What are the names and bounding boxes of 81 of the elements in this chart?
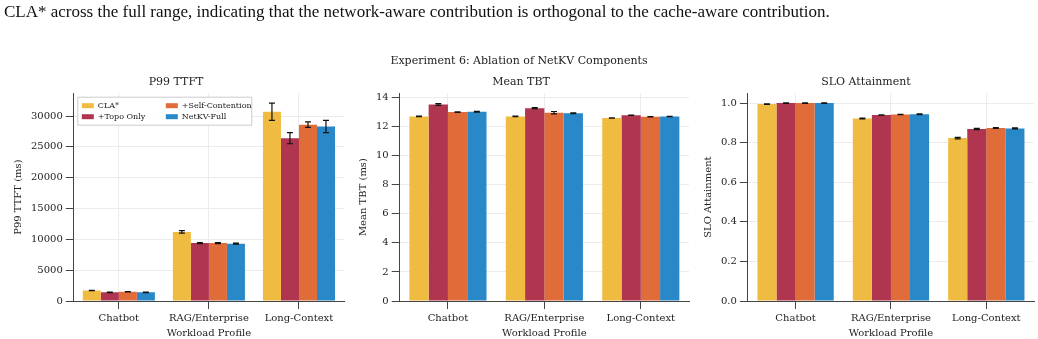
y-axis-title: SLO Attainment [701, 156, 713, 238]
bar [563, 113, 583, 301]
bar [795, 103, 815, 301]
bar [280, 138, 299, 301]
legend-label: +Self-Contention [181, 100, 252, 110]
y-tick-label: 0 [382, 294, 389, 306]
bar [525, 108, 545, 301]
legend-label: NetKV-Full [181, 111, 227, 121]
y-axis-title: Mean TBT (ms) [356, 157, 368, 237]
legend-label: CLA* [97, 100, 120, 110]
bar [602, 117, 622, 301]
bar [208, 243, 227, 301]
y-tick-label: 20000 [31, 171, 63, 183]
bar [428, 104, 448, 301]
chart-title: Mean TBT [492, 75, 551, 89]
bar [316, 126, 335, 301]
x-tick-label: Chatbot [427, 311, 469, 323]
y-tick-label: 12 [375, 120, 389, 132]
y-tick-label: 5000 [37, 263, 63, 275]
y-tick-label: 0.4 [721, 215, 737, 227]
y-tick-label: 0.2 [721, 255, 737, 267]
y-tick-label: 0.0 [721, 294, 737, 306]
bar [814, 103, 834, 301]
bar [776, 103, 796, 301]
chart-title: P99 TTFT [148, 75, 205, 89]
y-tick-label: 2 [382, 265, 389, 277]
y-tick-label: 25000 [31, 140, 63, 152]
bar [910, 114, 930, 301]
y-tick-label: 1.0 [721, 96, 737, 108]
y-tick-label: 30000 [31, 109, 63, 121]
text: CLA* across the full range, indicating that the network-aware contribution is orthogonal to the cache-aware contribution. [3, 1, 831, 22]
bar [852, 118, 872, 301]
y-tick-label: 8 [382, 178, 389, 190]
bar [1005, 128, 1025, 301]
x-tick-label: RAG/Enterprise [850, 311, 932, 323]
x-tick-label: RAG/Enterprise [168, 311, 249, 323]
y-tick-label: 14 [375, 91, 389, 103]
bar [100, 292, 119, 301]
y-tick-label: 15000 [31, 202, 63, 214]
bar [82, 290, 101, 301]
bar [544, 112, 564, 301]
bar [640, 116, 661, 301]
text: Experiment 6: Ablation of NetKV Components [389, 54, 649, 67]
x-axis-title: Workload Profile [848, 326, 934, 338]
bar [226, 243, 245, 301]
bar [967, 129, 987, 301]
bar [467, 111, 487, 301]
x-tick-label: RAG/Enterprise [504, 311, 585, 323]
bar [190, 243, 209, 301]
bar [948, 138, 968, 301]
x-tick-label: Chatbot [98, 311, 140, 323]
bar [890, 114, 911, 301]
bar [136, 292, 155, 301]
y-tick-label: 10000 [31, 232, 63, 244]
x-axis-title: Workload Profile [502, 326, 587, 338]
bar [505, 116, 526, 301]
x-tick-label: Long-Context [606, 311, 676, 323]
bar [621, 115, 641, 301]
y-tick-label: 0.8 [721, 136, 737, 148]
x-tick-label: Long-Context [952, 311, 1021, 323]
y-tick-label: 4 [382, 236, 389, 248]
x-tick-label: Chatbot [775, 311, 816, 323]
y-tick-label: 10 [375, 149, 389, 161]
bar [871, 114, 891, 301]
y-tick-label: 0.6 [721, 175, 737, 187]
legend-label: +Topo Only [97, 111, 146, 121]
chart-title: SLO Attainment [821, 75, 912, 89]
bar [298, 124, 317, 301]
bar [172, 231, 191, 301]
bar [986, 128, 1006, 301]
bar [660, 116, 680, 301]
y-axis-title: P99 TTFT (ms) [11, 159, 23, 235]
x-tick-label: Long-Context [264, 311, 334, 323]
y-tick-label: 0 [56, 294, 63, 306]
bar [118, 291, 137, 301]
bar [262, 111, 281, 301]
x-axis-title: Workload Profile [166, 326, 252, 338]
y-tick-label: 6 [382, 207, 389, 219]
bar [757, 104, 777, 301]
bar [409, 116, 429, 301]
bar [447, 112, 468, 301]
